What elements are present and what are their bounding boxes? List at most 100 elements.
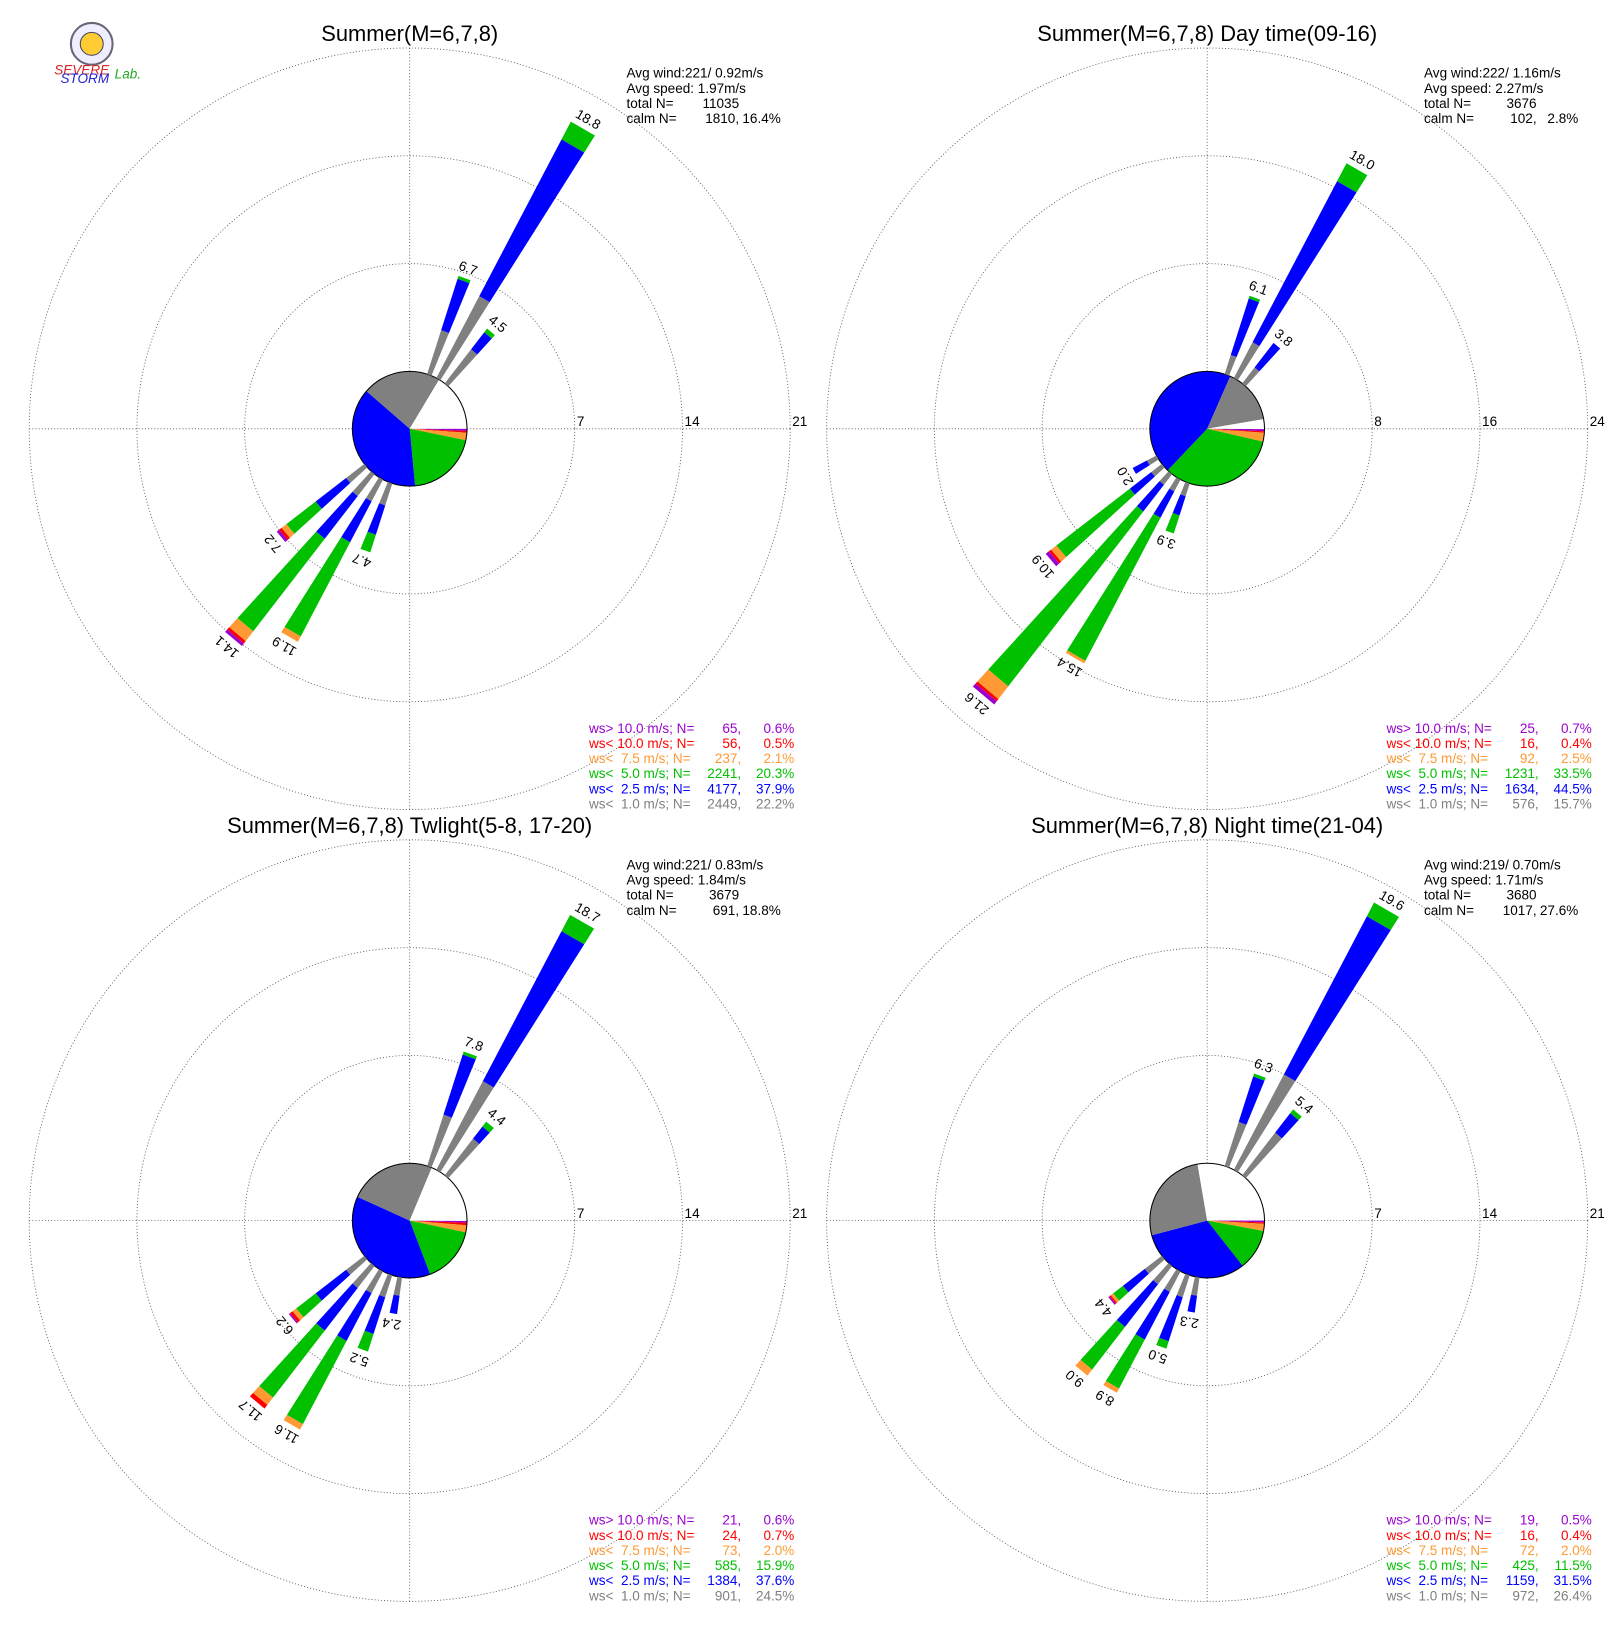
legend-label: ws< 1.0 m/s; N= xyxy=(1385,1588,1488,1603)
legend-count: 72, xyxy=(1520,1543,1539,1558)
legend-percent: 31.5% xyxy=(1553,1573,1591,1588)
bar-segment xyxy=(360,531,376,553)
legend-count: 901, xyxy=(715,1588,741,1603)
bar-segment xyxy=(1144,1255,1165,1274)
bar-segment xyxy=(1159,1295,1183,1342)
pie-slice xyxy=(1207,1220,1265,1232)
bar-segment xyxy=(283,1414,303,1430)
bar-segment xyxy=(479,139,585,303)
legend-percent: 37.9% xyxy=(756,781,794,796)
pie-slice xyxy=(409,1220,467,1233)
stat: Avg wind:221/ 0.92m/s xyxy=(627,66,764,81)
bar-segment xyxy=(977,669,1009,700)
spoke-label: 3.9 xyxy=(1155,531,1178,552)
bar-segment xyxy=(1159,471,1173,485)
r-tick-label: 21 xyxy=(792,414,807,429)
bar-segment xyxy=(444,1138,480,1179)
pie-slice xyxy=(1207,419,1265,430)
bar-segment xyxy=(1283,916,1391,1081)
pie-slice xyxy=(1207,376,1264,429)
legend-percent: 22.2% xyxy=(756,796,794,811)
grid-ring xyxy=(28,839,791,1602)
stat-value: 27.6% xyxy=(1540,903,1578,918)
bar-segment xyxy=(427,330,449,376)
legend-count: 73, xyxy=(722,1543,741,1558)
pie-slice xyxy=(1149,371,1231,471)
grid-ring xyxy=(244,263,576,595)
bar-segment xyxy=(337,1289,372,1341)
legend-label: ws< 1.0 m/s; N= xyxy=(588,796,691,811)
bar-segment xyxy=(365,477,384,502)
legend-count: 2449, xyxy=(707,796,741,811)
stat-value: 691, xyxy=(713,903,739,918)
legend-count: 1231, xyxy=(1505,766,1539,781)
bar-segment xyxy=(1075,1359,1093,1376)
bar-segment xyxy=(296,1293,322,1318)
legend-percent: 2.1% xyxy=(763,751,794,766)
bar-segment xyxy=(436,1081,494,1173)
spoke-label: 4.7 xyxy=(350,550,373,571)
legend-label: ws< 5.0 m/s; N= xyxy=(588,1558,691,1573)
pie-slice xyxy=(409,1220,467,1226)
bar-segment xyxy=(352,471,375,497)
legend-count: 19, xyxy=(1520,1513,1539,1528)
stat-value: 3680 xyxy=(1506,888,1536,903)
legend-percent: 0.7% xyxy=(1561,721,1592,736)
legend-percent: 20.3% xyxy=(756,766,794,781)
bar-segment xyxy=(225,629,244,646)
windrose-panel: 7 14 21 Summer(M=6,7,8) Night time(21-04) Av… xyxy=(826,813,1605,1603)
legend-label: ws< 10.0 m/s; N= xyxy=(1385,1528,1491,1543)
bar-segment xyxy=(1136,481,1164,512)
pie-slice xyxy=(409,428,467,441)
pie-slice xyxy=(409,428,466,486)
panel-title: Summer(M=6,7,8) Twlight(5-8, 17-20) xyxy=(227,813,592,838)
stat: total N= xyxy=(627,96,674,111)
legend-percent: 2.0% xyxy=(1561,1543,1592,1558)
grid-ring xyxy=(1041,263,1373,595)
legend-count: 972, xyxy=(1512,1588,1538,1603)
legend-label: ws< 10.0 m/s; N= xyxy=(588,736,694,751)
spoke-label: 7.8 xyxy=(462,1034,485,1055)
legend-percent: 0.4% xyxy=(1561,1528,1592,1543)
bar-segment xyxy=(379,1273,393,1298)
bar-segment xyxy=(315,477,351,509)
legend-percent: 11.5% xyxy=(1554,1558,1591,1573)
pie-slice xyxy=(1207,428,1265,432)
bar-segment xyxy=(1116,1280,1159,1327)
bar-segment xyxy=(1129,472,1155,495)
logo: SEVERE STORM Lab. xyxy=(54,21,141,86)
grid-ring xyxy=(244,1055,576,1387)
bar-segment xyxy=(352,1263,375,1288)
legend-percent: 0.6% xyxy=(763,1513,794,1528)
legend-percent: 26.4% xyxy=(1553,1588,1591,1603)
legend-label: ws> 10.0 m/s; N= xyxy=(1385,721,1491,736)
legend-label: ws< 7.5 m/s; N= xyxy=(588,1543,691,1558)
logo-text: STORM xyxy=(60,71,109,86)
bar-segment xyxy=(1122,1268,1149,1293)
bar-segment xyxy=(1051,545,1067,562)
legend-percent: 0.6% xyxy=(763,721,794,736)
bar-segment xyxy=(341,498,372,543)
legend-percent: 0.5% xyxy=(1561,1513,1592,1528)
panel-title: Summer(M=6,7,8) Night time(21-04) xyxy=(1031,813,1383,838)
pie-slice xyxy=(357,1163,432,1221)
bar-segment xyxy=(1169,477,1181,492)
pie-slice xyxy=(1149,1164,1208,1236)
pie-slice xyxy=(1167,428,1264,487)
bar-segment xyxy=(427,1114,452,1168)
bar-segment xyxy=(286,1335,347,1425)
spoke-label: 2.4 xyxy=(381,1315,403,1333)
bar-segment xyxy=(1233,1074,1296,1173)
legend-count: 585, xyxy=(715,1558,741,1573)
bar-segment xyxy=(972,683,997,705)
bar-segment xyxy=(462,1051,477,1060)
bar-segment xyxy=(1048,549,1062,564)
grid-ring xyxy=(826,839,1589,1602)
legend-label: ws< 2.5 m/s; N= xyxy=(588,1573,691,1588)
pie-slice xyxy=(409,1220,468,1223)
legend-percent: 2.5% xyxy=(1561,751,1592,766)
stat-value: 1810, xyxy=(705,111,739,126)
bar-segment xyxy=(1180,481,1190,497)
bar-segment xyxy=(484,328,495,339)
bar-segment xyxy=(1254,342,1281,372)
